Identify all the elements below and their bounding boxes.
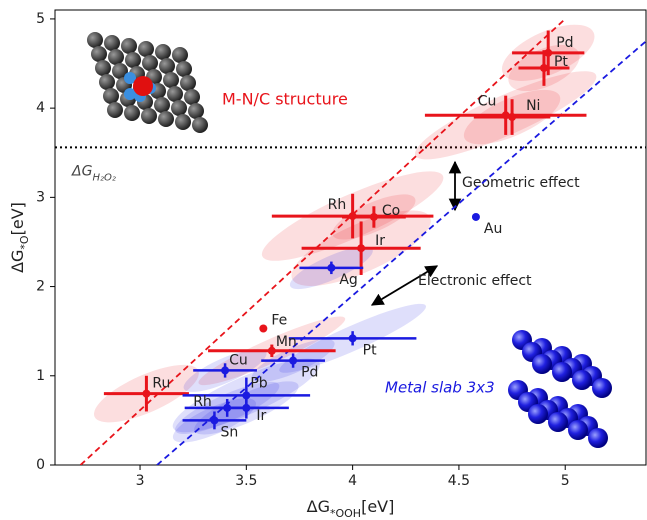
point xyxy=(349,334,357,342)
icon-atom xyxy=(155,44,171,60)
point-label: Pd xyxy=(301,365,318,381)
icon-atom xyxy=(184,89,200,105)
icon-atom xyxy=(180,75,196,91)
x-tick-label: 4 xyxy=(348,473,357,489)
icon-atom xyxy=(552,362,572,382)
icon-atom xyxy=(172,47,188,63)
reference-label-part: H₂O₂ xyxy=(92,172,115,183)
icon-atom xyxy=(528,404,548,424)
icon-atom xyxy=(588,428,608,448)
point xyxy=(544,49,552,57)
icon-atom xyxy=(124,105,140,121)
reference-label: ΔGH₂O₂ xyxy=(71,163,116,183)
icon-atom xyxy=(188,103,204,119)
point xyxy=(259,325,267,333)
point-label: Pb xyxy=(250,375,267,391)
point xyxy=(508,113,516,121)
icon-atom xyxy=(159,58,175,74)
axis-label: ΔG*OOH[eV] xyxy=(307,497,395,520)
icon-atom xyxy=(133,76,153,96)
x-tick-label: 3 xyxy=(136,473,145,489)
point xyxy=(268,347,276,355)
point-label: Sn xyxy=(220,424,238,440)
point xyxy=(210,416,218,424)
icon-atom xyxy=(125,52,141,68)
icon-atom xyxy=(176,61,192,77)
y-tick-label: 5 xyxy=(36,11,45,27)
axis-label-part: [eV] xyxy=(8,202,27,235)
point-label: Ag xyxy=(339,272,357,288)
point xyxy=(357,244,365,252)
x-tick-label: 5 xyxy=(561,473,570,489)
axis-label-part: ΔG xyxy=(307,497,330,516)
icon-atom xyxy=(163,72,179,88)
series-label: M-N/C structure xyxy=(222,90,348,109)
y-tick-label: 4 xyxy=(36,100,45,116)
point-label: Ir xyxy=(375,233,385,249)
point-label: Ru xyxy=(152,376,170,392)
point-label: Rh xyxy=(328,197,347,213)
point xyxy=(142,390,150,398)
icon-atom xyxy=(108,49,124,65)
point-label: Au xyxy=(484,221,502,237)
icon-atom xyxy=(142,55,158,71)
icon-atom xyxy=(548,412,568,432)
icon-atom xyxy=(171,100,187,116)
point-label: Pd xyxy=(556,35,573,51)
point-label: Fe xyxy=(271,313,287,329)
chart: Geometric effect Electronic effect M-N/C… xyxy=(0,0,647,520)
point xyxy=(289,357,297,365)
y-tick-label: 2 xyxy=(36,279,45,295)
y-tick-label: 3 xyxy=(36,189,45,205)
point xyxy=(472,213,480,221)
icon-atom xyxy=(99,74,115,90)
point xyxy=(327,264,335,272)
point-label: Rh xyxy=(193,394,212,410)
x-tick-label: 4.5 xyxy=(448,473,470,489)
icon-atom xyxy=(91,46,107,62)
axis-label-part: ΔG xyxy=(8,250,27,273)
annotation: Geometric effect xyxy=(462,175,580,191)
icon-atom xyxy=(121,38,137,54)
icon-atom xyxy=(138,41,154,57)
icon-atom xyxy=(107,102,123,118)
point xyxy=(242,404,250,412)
axis-label: ΔG*O[eV] xyxy=(8,202,31,273)
icon-atom xyxy=(572,370,592,390)
icon-atom xyxy=(192,117,208,133)
reference-label-part: ΔG xyxy=(71,163,93,179)
point-label: Cu xyxy=(229,352,248,368)
icon-atom xyxy=(104,35,120,51)
icon-atom xyxy=(103,88,119,104)
icon-atom xyxy=(87,32,103,48)
axis-label-part: *O xyxy=(18,235,31,250)
icon-atom xyxy=(154,97,170,113)
icon-atom xyxy=(175,114,191,130)
point-label: Ni xyxy=(526,98,540,114)
point-label: Ir xyxy=(256,408,266,424)
y-tick-label: 1 xyxy=(36,368,45,384)
icon-atom xyxy=(158,111,174,127)
annotation: Electronic effect xyxy=(418,273,532,289)
y-tick-label: 0 xyxy=(36,457,45,473)
point-label: Mn xyxy=(276,334,297,350)
icon-atom xyxy=(532,354,552,374)
point-label: Pt xyxy=(363,342,377,358)
point xyxy=(221,366,229,374)
icon-atom xyxy=(141,108,157,124)
icon-atom xyxy=(592,378,612,398)
icon-atom xyxy=(568,420,588,440)
series-label: Metal slab 3x3 xyxy=(385,379,495,397)
point xyxy=(370,213,378,221)
icon-atom xyxy=(167,86,183,102)
point-label: Pt xyxy=(554,54,568,70)
axis-label-part: [eV] xyxy=(361,497,394,516)
point-label: Cu xyxy=(478,93,497,109)
axis-label-part: *OOH xyxy=(330,507,361,520)
point-label: Co xyxy=(382,203,400,219)
x-tick-label: 3.5 xyxy=(235,473,257,489)
icon-atom xyxy=(95,60,111,76)
